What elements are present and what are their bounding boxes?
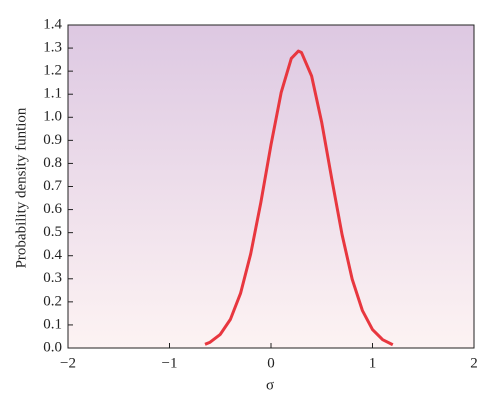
y-tick-label: 1.4: [43, 16, 62, 32]
y-tick-label: 1.0: [43, 109, 62, 125]
y-tick-label: 0.9: [43, 132, 62, 148]
y-tick-label: 0.5: [43, 224, 62, 240]
y-tick-label: 1.1: [43, 86, 62, 102]
y-tick-label: 0.7: [43, 178, 62, 194]
line: [204, 49, 394, 347]
x-tick-label: −1: [162, 355, 178, 371]
x-axis-label: σ: [266, 377, 274, 393]
y-tick-label: 0.2: [43, 293, 62, 309]
y-tick-label: 0.6: [43, 201, 62, 217]
x-tick-label: 0: [267, 355, 275, 371]
x-tick-label: −2: [60, 355, 76, 371]
x-tick-label: 1: [369, 355, 377, 371]
x-tick-label: 2: [470, 355, 478, 371]
y-tick-label: 1.2: [43, 63, 62, 79]
y-tick-label: 0.8: [43, 155, 62, 171]
y-tick-label: 0.1: [43, 316, 62, 332]
y-tick-label: 1.3: [43, 40, 62, 56]
plot-area: [67, 24, 475, 349]
y-tick-label: 0.0: [43, 339, 62, 355]
y-tick-label: 0.3: [43, 270, 62, 286]
y-axis-label: Probability density funtion: [13, 107, 29, 268]
y-tick-label: 0.4: [43, 247, 62, 263]
